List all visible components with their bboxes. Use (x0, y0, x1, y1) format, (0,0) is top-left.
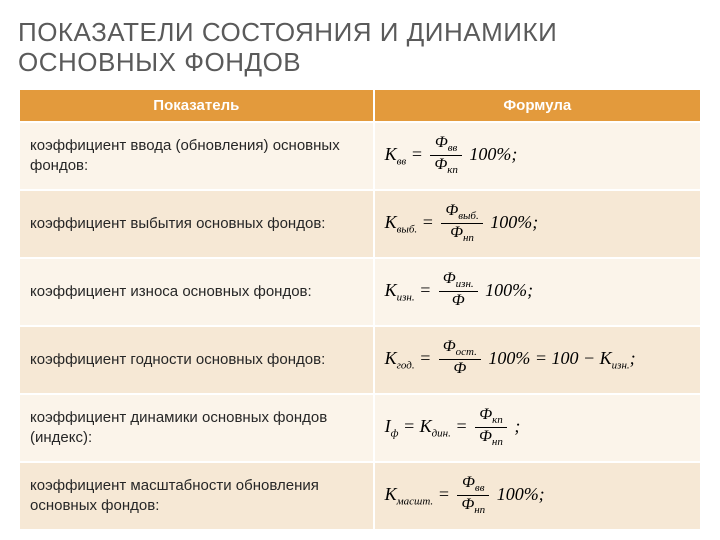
header-indicator: Показатель (19, 89, 374, 122)
slide-title: ПОКАЗАТЕЛИ СОСТОЯНИЯ И ДИНАМИКИ ОСНОВНЫХ… (18, 18, 702, 78)
formula-cell: Kизн. = Физн.Ф 100%; (374, 258, 701, 326)
indicators-table: Показатель Формула коэффициент ввода (об… (18, 88, 702, 531)
formula-cell: Iф = Kдин. = ФкпФнп ; (374, 394, 701, 462)
indicator-cell: коэффициент выбытия основных фондов: (19, 190, 374, 258)
indicator-cell: коэффициент динамики основных фондов (ин… (19, 394, 374, 462)
table-row: коэффициент годности основных фондов:Kго… (19, 326, 701, 394)
table-row: коэффициент ввода (обновления) основных … (19, 122, 701, 190)
indicator-cell: коэффициент износа основных фондов: (19, 258, 374, 326)
header-formula: Формула (374, 89, 701, 122)
indicator-cell: коэффициент годности основных фондов: (19, 326, 374, 394)
indicator-cell: коэффициент ввода (обновления) основных … (19, 122, 374, 190)
table-row: коэффициент выбытия основных фондов:Kвыб… (19, 190, 701, 258)
formula-cell: Kгод. = Фост.Ф 100% = 100 − Kизн.; (374, 326, 701, 394)
table-row: коэффициент динамики основных фондов (ин… (19, 394, 701, 462)
formula-cell: Kмасшт. = ФввФнп 100%; (374, 462, 701, 530)
formula-cell: Kвыб. = Фвыб.Фнп 100%; (374, 190, 701, 258)
indicator-cell: коэффициент масштабности обновления осно… (19, 462, 374, 530)
table-row: коэффициент масштабности обновления осно… (19, 462, 701, 530)
table-row: коэффициент износа основных фондов:Kизн.… (19, 258, 701, 326)
formula-cell: Kвв = ФввФкп 100%; (374, 122, 701, 190)
